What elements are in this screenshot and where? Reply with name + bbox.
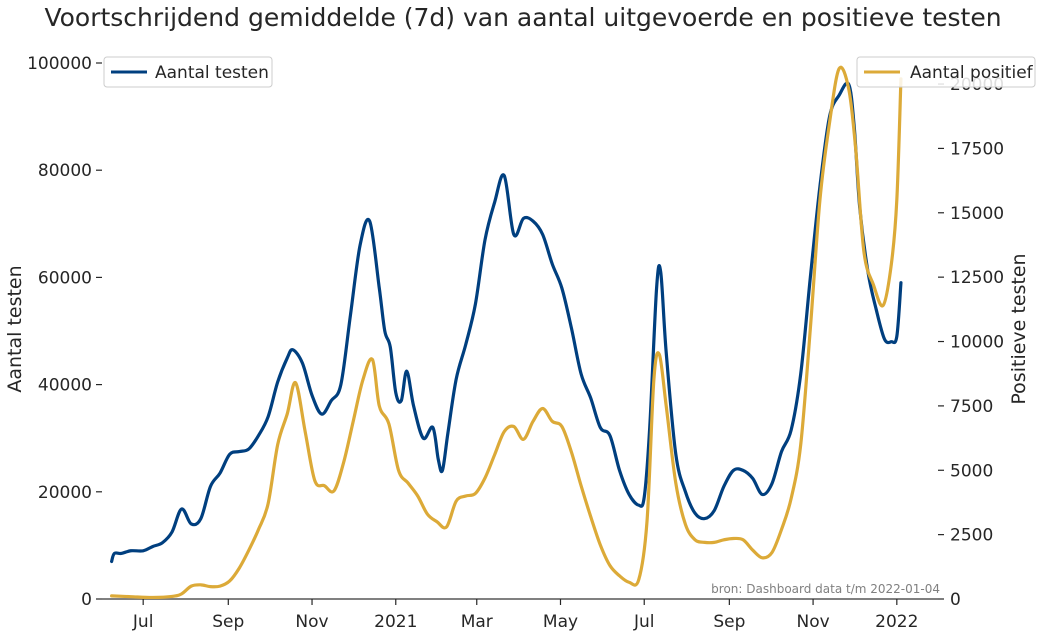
legend-tests-label: Aantal testen [155, 63, 269, 83]
x-tick: 2022 [875, 599, 918, 632]
y-right-tick-label: 12500 [950, 268, 1004, 288]
y-left-tick: 100000 [27, 54, 102, 74]
y-left-tick-label: 80000 [38, 161, 92, 181]
axes-layer: Jul Sep Nov 2021 Mar May Jul Sep Nov 2022 0 20000 40… [27, 54, 1004, 632]
y-right-tick: 5000 [938, 461, 993, 481]
legend-tests: Aantal testen [103, 56, 273, 88]
series-layer [110, 65, 903, 600]
y-left-tick: 20000 [38, 483, 102, 503]
x-tick: Mar [461, 599, 493, 632]
x-tick-label: May [543, 612, 578, 632]
x-tick: May [543, 599, 578, 632]
series-line-positives [110, 65, 903, 600]
y-left-tick: 40000 [38, 376, 102, 396]
legend-positives-label: Aantal positief [910, 63, 1034, 83]
x-tick: Jul [633, 599, 655, 632]
legend-tests-frame [103, 56, 273, 88]
y-right-tick: 12500 [938, 268, 1004, 288]
y-right-tick: 15000 [938, 204, 1004, 224]
x-tick: Sep [212, 599, 244, 632]
y-left-tick: 0 [81, 590, 102, 610]
y-left-tick-label: 40000 [38, 376, 92, 396]
y-right-tick: 10000 [938, 333, 1004, 353]
y-left-tick: 60000 [38, 268, 102, 288]
y-right-tick-label: 5000 [950, 461, 993, 481]
y-right-tick-label: 0 [950, 590, 961, 610]
legend-positives: Aantal positief [856, 56, 1036, 88]
chart-title: Voortschrijdend gemiddelde (7d) van aant… [44, 3, 1001, 32]
series-line-tests [110, 81, 903, 564]
y-right-tick: 2500 [938, 526, 993, 546]
x-tick-label: Jul [633, 612, 655, 632]
y-right-tick: 17500 [938, 139, 1004, 159]
x-tick-label: 2021 [374, 612, 417, 632]
x-tick: Nov [796, 599, 830, 632]
x-tick-label: Nov [796, 612, 829, 632]
y-right-tick-label: 2500 [950, 526, 993, 546]
y-left-tick-label: 0 [81, 590, 92, 610]
source-note: bron: Dashboard data t/m 2022-01-04 [711, 582, 940, 596]
y-right-tick: 7500 [938, 397, 993, 417]
x-tick-label: 2022 [875, 612, 918, 632]
y-right-tick-label: 7500 [950, 397, 993, 417]
x-tick: Jul [132, 599, 154, 632]
x-tick: Sep [713, 599, 745, 632]
y-axis-left-label: Aantal testen [4, 265, 26, 392]
x-tick-label: Mar [461, 612, 493, 632]
x-tick: Nov [295, 599, 329, 632]
y-right-tick-label: 17500 [950, 139, 1004, 159]
x-tick-label: Sep [212, 612, 244, 632]
x-tick-label: Jul [132, 612, 154, 632]
y-left-tick-label: 60000 [38, 268, 92, 288]
y-left-tick-label: 20000 [38, 483, 92, 503]
y-axis-right-label: Positieve testen [1008, 253, 1030, 404]
legend-positives-frame [856, 56, 1036, 88]
x-tick-label: Sep [713, 612, 745, 632]
x-tick-label: Nov [295, 612, 328, 632]
x-tick: 2021 [374, 599, 417, 632]
y-right-tick-label: 15000 [950, 204, 1004, 224]
y-right-tick: 0 [938, 590, 961, 610]
y-left-tick: 80000 [38, 161, 102, 181]
y-right-tick-label: 10000 [950, 333, 1004, 353]
y-left-tick-label: 100000 [27, 54, 92, 74]
